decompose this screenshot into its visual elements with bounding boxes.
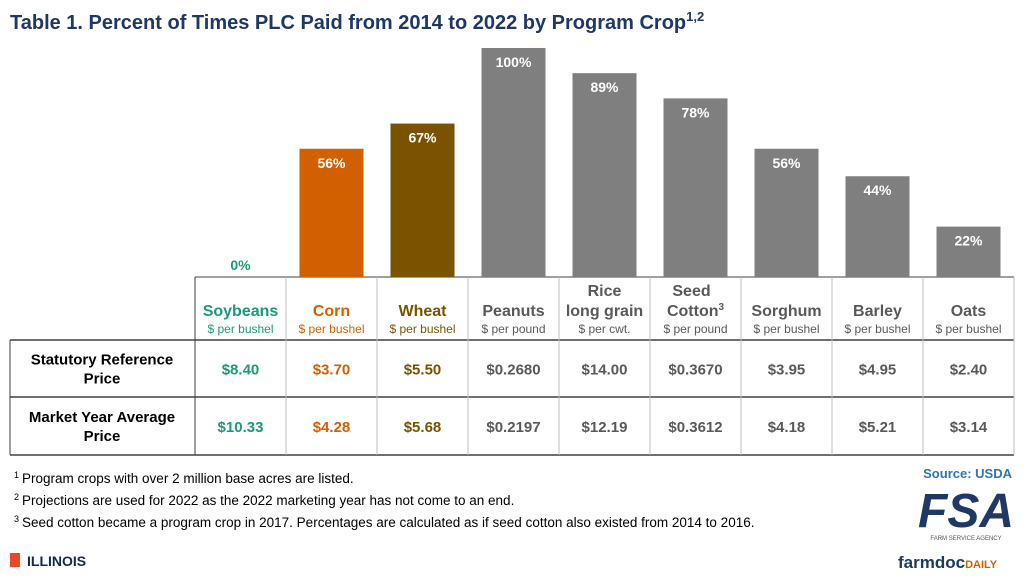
category-label: Rice long grain xyxy=(566,283,643,320)
unit-label: $ per bushel xyxy=(753,322,819,336)
title-text: Table 1. Percent of Times PLC Paid from … xyxy=(10,12,686,34)
footnote-text: Projections are used for 2022 as the 202… xyxy=(22,493,514,508)
category-label: Sorghum xyxy=(751,303,821,320)
value-label: 56% xyxy=(772,155,801,171)
value-label: 56% xyxy=(317,155,346,171)
cell: $0.2680 xyxy=(486,362,540,379)
chart-title: Table 1. Percent of Times PLC Paid from … xyxy=(10,9,704,34)
bar xyxy=(572,73,637,277)
value-label: 89% xyxy=(590,79,619,95)
bar xyxy=(299,148,364,277)
cell: $4.95 xyxy=(859,362,897,379)
footnote-mark: 3 xyxy=(14,514,19,524)
unit-label: $ per bushel xyxy=(389,322,455,336)
value-label: 67% xyxy=(408,130,437,146)
category-label: Wheat xyxy=(399,303,448,320)
source: Source: USDA xyxy=(923,466,1012,481)
unit-label: $ per bushel xyxy=(844,322,910,336)
bar xyxy=(754,148,819,277)
category-superscript: 3 xyxy=(718,302,724,313)
cell: $0.3670 xyxy=(668,362,722,379)
value-label: 0% xyxy=(230,257,251,273)
cell: $3.70 xyxy=(313,362,351,379)
value-label: 22% xyxy=(954,233,983,249)
unit-label: $ per bushel xyxy=(207,322,273,336)
cell: $8.40 xyxy=(222,362,260,379)
cell: $3.14 xyxy=(950,419,988,436)
value-label: 100% xyxy=(496,54,532,70)
cell: $0.2197 xyxy=(486,419,540,436)
unit-label: $ per bushel xyxy=(935,322,1001,336)
cell: $5.21 xyxy=(859,419,897,436)
category-label: Seed Cotton3 xyxy=(667,283,725,320)
cell: $4.18 xyxy=(768,419,806,436)
footnote: 1 Program crops with over 2 million base … xyxy=(14,470,354,486)
bar xyxy=(845,176,910,277)
cell: $12.19 xyxy=(582,419,628,436)
cell: $3.95 xyxy=(768,362,806,379)
category-label: Soybeans xyxy=(203,303,279,320)
value-label: 44% xyxy=(863,182,892,198)
footnote-mark: 1 xyxy=(14,470,19,480)
cell: $5.50 xyxy=(404,362,442,379)
bar xyxy=(663,98,728,277)
title-superscript: 1,2 xyxy=(686,9,704,24)
category-label: Barley xyxy=(853,303,902,320)
unit-label: $ per pound xyxy=(481,322,545,336)
footnote-text: Seed cotton became a program crop in 201… xyxy=(22,515,754,530)
bar xyxy=(481,48,546,277)
cell: $14.00 xyxy=(582,362,628,379)
cell: $0.3612 xyxy=(668,419,722,436)
footnote-mark: 2 xyxy=(14,492,19,502)
footnote: 3 Seed cotton became a program crop in 20… xyxy=(14,514,754,530)
value-label: 78% xyxy=(681,104,710,120)
category-label: Peanuts xyxy=(482,303,544,320)
fsa-logo: FSA xyxy=(918,485,1014,538)
category-label: Oats xyxy=(951,303,987,320)
bar xyxy=(936,226,1001,277)
cell: $10.33 xyxy=(218,419,264,436)
footnote-text: Program crops with over 2 million base a… xyxy=(22,471,354,486)
row-label: Market Year Average Price xyxy=(29,409,175,445)
cell: $5.68 xyxy=(404,419,442,436)
bar xyxy=(390,123,455,277)
footnote: 2 Projections are used for 2022 as the 20… xyxy=(14,492,514,508)
fsa-sub: FARM SERVICE AGENCY xyxy=(930,536,1001,542)
farmdoc-logo: farmdocDAILY xyxy=(898,553,998,572)
unit-label: $ per pound xyxy=(663,322,727,336)
illinois-logo: ILLINOIS xyxy=(27,553,86,569)
unit-label: $ per cwt. xyxy=(578,322,630,336)
row-label: Statutory Reference Price xyxy=(31,352,174,388)
cell: $2.40 xyxy=(950,362,988,379)
daily: DAILY xyxy=(965,559,998,571)
cell: $4.28 xyxy=(313,419,351,436)
illinois-icon xyxy=(10,553,20,567)
unit-label: $ per bushel xyxy=(298,322,364,336)
farmdoc: farmdoc xyxy=(898,553,965,572)
category-label: Corn xyxy=(313,303,350,320)
